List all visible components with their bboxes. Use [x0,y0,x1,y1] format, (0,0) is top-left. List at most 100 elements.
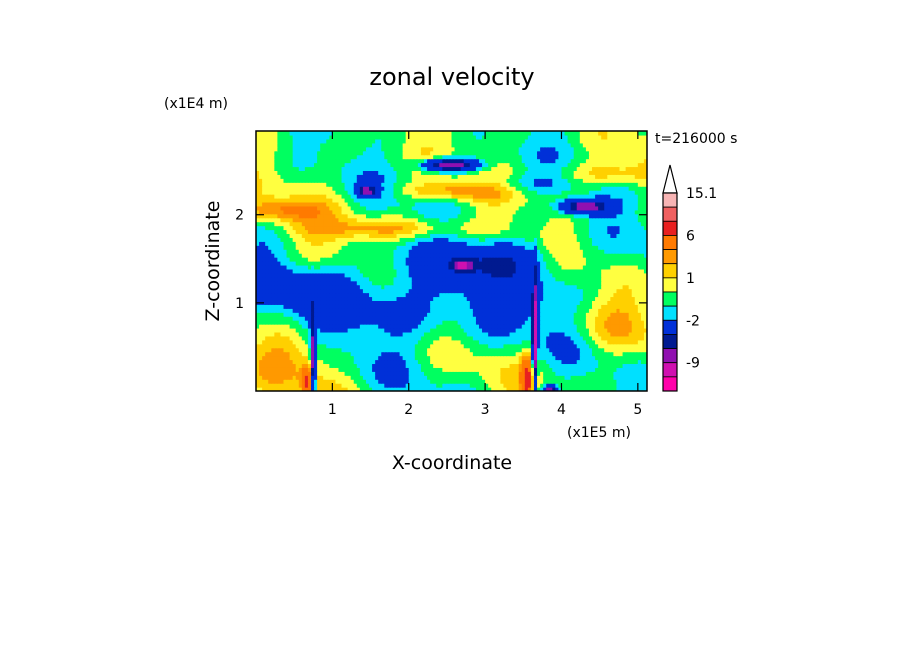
field-cell [607,249,611,254]
field-cell [524,383,529,388]
field-cell [485,335,489,341]
field-cell [347,371,352,376]
field-cell [307,284,312,290]
field-cell [494,257,498,262]
field-cell [442,320,446,325]
field-cell [595,367,599,372]
field-cell [304,347,309,353]
field-cell [607,280,611,286]
field-cell [610,375,614,380]
field-cell [567,249,572,254]
field-cell [320,335,324,341]
field-cell [301,383,306,388]
field-cell [399,272,404,278]
field-cell [573,237,578,242]
field-cell [430,261,434,266]
field-cell [320,383,324,388]
field-cell [256,371,260,376]
field-cell [378,276,382,282]
field-cell [384,363,388,368]
field-cell [625,339,630,345]
field-cell [295,300,300,305]
field-cell [585,359,590,365]
field-cell [537,249,541,254]
field-cell [506,367,511,372]
field-cell [640,288,645,294]
field-cell [488,272,492,278]
field-cell [396,264,401,270]
field-cell [262,249,266,254]
field-cell [338,312,343,317]
field-cell [375,327,379,333]
field-cell [488,268,492,274]
field-cell [320,249,324,254]
field-cell [604,324,608,329]
field-cell [365,237,370,242]
field-cell [301,237,306,242]
field-cell [271,308,275,313]
field-cell [588,387,593,391]
field-cell [595,324,599,329]
field-cell [558,237,563,242]
field-cell [588,253,593,258]
field-cell [497,339,501,345]
field-cell [286,351,291,357]
field-cell [326,316,330,321]
field-cell [613,292,618,298]
field-cell [405,276,410,282]
field-cell [301,241,306,246]
field-cell [359,253,364,258]
field-cell [576,308,581,313]
field-cell [634,288,639,294]
field-cell [286,245,291,250]
field-cell [601,371,605,376]
field-cell [396,245,401,250]
field-cell [387,343,391,349]
field-cell [582,253,587,258]
field-cell [585,343,590,349]
field-cell [439,257,443,262]
field-cell [457,264,462,270]
field-cell [509,327,514,333]
field-cell [555,351,560,357]
field-cell [512,343,517,349]
field-cell [592,261,596,266]
field-cell [576,316,581,321]
field-cell [329,308,333,313]
field-cell [408,280,413,286]
field-cell [640,292,645,298]
field-cell [573,327,578,333]
field-cell [537,359,541,365]
field-cell [378,304,382,309]
field-cell [537,331,541,337]
field-cell [414,351,419,357]
field-cell [424,331,428,337]
field-cell [552,257,556,262]
field-cell [271,327,275,333]
field-cell [329,383,333,388]
field-cell [521,308,526,313]
field-cell [637,327,642,333]
field-cell [631,371,636,376]
field-cell [475,351,480,357]
field-cell [280,296,285,301]
field-cell [378,383,382,388]
field-cell [460,308,465,313]
field-cell [625,371,630,376]
field-cell [601,359,605,365]
field-cell [396,308,401,313]
field-cell [387,335,391,341]
field-cell [369,324,373,329]
field-cell [509,316,514,321]
field-cell [637,268,642,274]
field-cell [634,249,639,254]
field-cell [549,253,553,258]
field-cell [295,359,300,365]
field-cell [292,331,297,337]
field-cell [265,272,269,278]
field-cell [640,327,645,333]
field-cell [439,249,443,254]
field-cell [527,288,532,294]
field-cell [527,359,532,365]
field-cell [595,363,599,368]
